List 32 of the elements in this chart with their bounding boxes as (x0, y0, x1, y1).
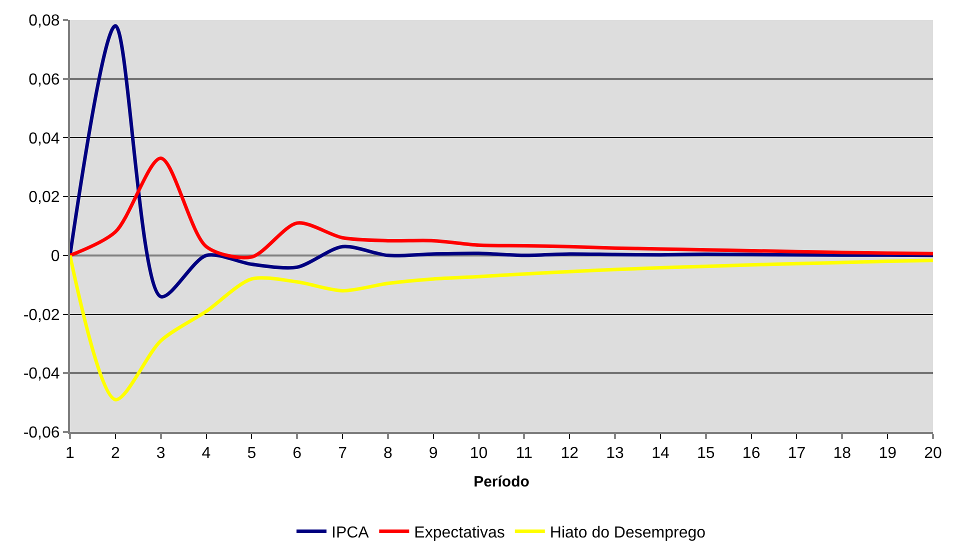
x-tick-label: 13 (606, 445, 624, 462)
y-tick-label: 0,02 (28, 189, 60, 206)
x-tick-label: 2 (110, 445, 120, 462)
y-tick-label: -0,02 (23, 306, 60, 324)
y-tick-label: 0,04 (28, 130, 60, 148)
y-tick-label: 0,06 (28, 71, 60, 88)
x-tick-label: 16 (742, 445, 760, 462)
legend-label: IPCA (332, 524, 370, 542)
x-tick-label: 20 (924, 445, 942, 462)
x-tick-label: 10 (470, 445, 488, 462)
x-tick-label: 18 (833, 445, 852, 462)
x-axis-title: Período (474, 474, 530, 491)
x-tick-label: 14 (652, 445, 670, 462)
x-tick-label: 17 (788, 445, 806, 462)
x-tick-label: 15 (696, 445, 715, 462)
x-tick-label: 7 (338, 445, 348, 462)
x-tick-label: 9 (428, 445, 438, 462)
y-tick-label: 0 (50, 248, 60, 266)
legend-label: Hiato do Desemprego (550, 524, 706, 542)
x-tick-label: 5 (247, 445, 256, 462)
y-tick-label: -0,06 (23, 424, 60, 442)
x-tick-label: 6 (292, 445, 302, 462)
legend-label: Expectativas (414, 524, 505, 542)
x-tick-label: 11 (516, 445, 533, 462)
x-tick-label: 19 (878, 445, 897, 462)
x-tick-label: 3 (156, 445, 166, 462)
x-tick-label: 8 (383, 445, 392, 462)
x-tick-label: 12 (560, 445, 579, 462)
x-tick-label: 1 (66, 445, 75, 462)
y-tick-label: 0,08 (28, 12, 60, 30)
x-tick-label: 4 (202, 445, 211, 462)
y-tick-label: -0,04 (23, 366, 60, 383)
